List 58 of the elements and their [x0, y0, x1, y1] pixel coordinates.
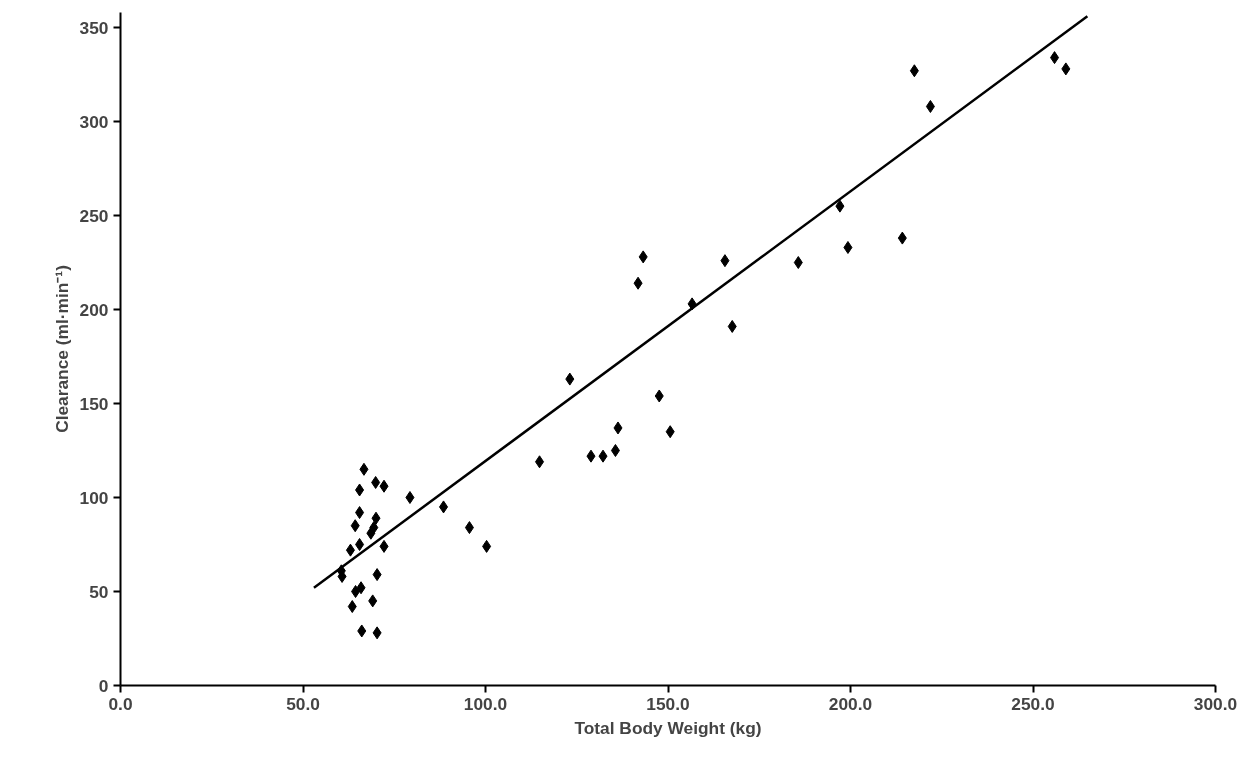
x-tick-label: 50.0 — [286, 693, 320, 714]
y-axis-title: Clearance (ml·min⁻¹) — [51, 265, 72, 433]
point — [727, 319, 737, 333]
point — [843, 240, 853, 254]
point — [638, 250, 648, 264]
y-tick-label: 350 — [79, 17, 109, 38]
point — [357, 624, 367, 638]
point — [379, 479, 389, 493]
y-tick-label: 250 — [79, 205, 109, 226]
point — [371, 511, 381, 525]
point — [613, 421, 623, 435]
x-tick-label: 200.0 — [828, 693, 873, 714]
x-tick-label: 250.0 — [1011, 693, 1055, 714]
x-tick-label: 150.0 — [646, 693, 690, 714]
point — [379, 539, 389, 553]
point — [439, 500, 449, 514]
point — [610, 444, 620, 458]
point — [464, 521, 474, 535]
y-tick-label: 100 — [79, 487, 109, 508]
point — [372, 568, 382, 582]
point — [359, 462, 369, 476]
point — [565, 372, 575, 386]
point — [355, 538, 365, 552]
point — [351, 585, 361, 599]
point — [355, 506, 365, 520]
point — [1061, 62, 1071, 76]
point — [350, 519, 360, 533]
point — [371, 475, 381, 489]
y-tick-label: 200 — [79, 299, 109, 320]
point — [793, 256, 803, 270]
point — [897, 231, 907, 245]
point — [835, 199, 845, 213]
x-tick-label: 100.0 — [463, 693, 508, 714]
point — [347, 600, 357, 614]
point — [720, 254, 730, 268]
point — [654, 389, 664, 403]
point — [925, 99, 935, 113]
point — [909, 64, 919, 78]
point — [535, 455, 545, 469]
point — [665, 425, 675, 439]
y-tick-label: 50 — [89, 581, 109, 602]
x-tick-label: 0.0 — [108, 693, 133, 714]
point — [368, 594, 378, 608]
point — [586, 449, 596, 463]
point — [355, 483, 365, 497]
point — [598, 449, 608, 463]
point — [482, 539, 492, 553]
point — [1050, 51, 1060, 65]
x-tick-label: 300.0 — [1193, 693, 1238, 714]
point — [345, 543, 355, 557]
point — [633, 276, 643, 290]
point — [405, 491, 415, 505]
point — [366, 526, 376, 540]
point — [372, 626, 382, 640]
y-tick-label: 0 — [98, 675, 109, 696]
x-axis-title: Total Body Weight (kg) — [574, 717, 762, 738]
y-tick-label: 150 — [79, 393, 109, 414]
y-tick-label: 300 — [79, 111, 109, 132]
